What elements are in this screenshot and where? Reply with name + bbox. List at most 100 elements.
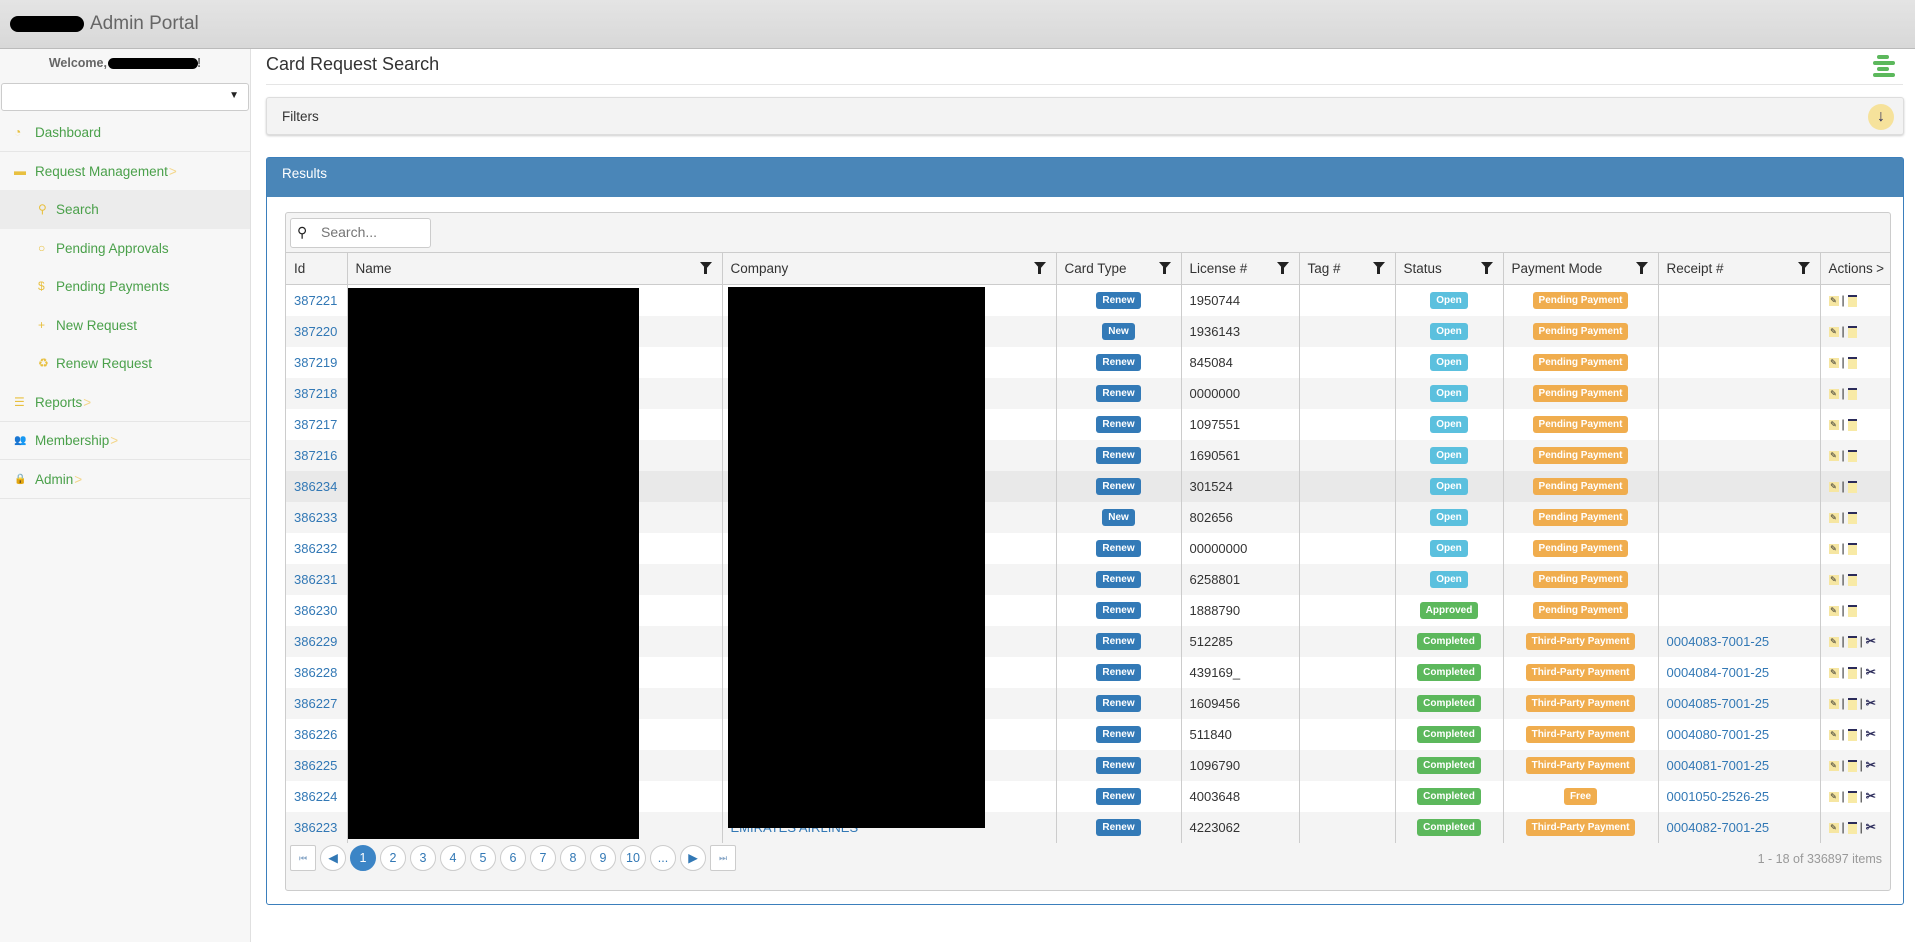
column-header-card-type[interactable]: Card Type [1055,252,1181,285]
sidebar-item-pending-payments[interactable]: $ Pending Payments [0,267,250,306]
edit-icon[interactable]: ✎ [1828,481,1839,492]
filter-icon[interactable] [1480,262,1493,274]
receipt-link[interactable]: 0004082-7001-25 [1666,819,1770,835]
cancel-card-icon[interactable]: ✂ [1865,789,1876,803]
sidebar-item-search[interactable]: ⚲ Search [0,190,250,229]
receipt-link[interactable]: 0001050-2526-25 [1666,788,1770,804]
pager-next-button[interactable]: ▶ [680,845,706,871]
edit-icon[interactable]: ✎ [1828,419,1839,430]
column-header-payment-mode[interactable]: Payment Mode [1502,252,1658,285]
request-id-link[interactable]: 387218 [294,385,338,401]
pager-page-10[interactable]: 10 [620,845,646,871]
delete-icon[interactable] [1847,542,1857,555]
sidebar-item-pending-approvals[interactable]: ○ Pending Approvals [0,229,250,268]
receipt-link[interactable]: 0004080-7001-25 [1666,726,1770,742]
pager-page-2[interactable]: 2 [380,845,406,871]
pager-page-8[interactable]: 8 [560,845,586,871]
pager-page-9[interactable]: 9 [590,845,616,871]
delete-icon[interactable] [1847,604,1857,617]
sidebar-select[interactable]: ▼ [1,83,249,111]
delete-icon[interactable] [1847,821,1857,834]
request-id-link[interactable]: 386227 [294,695,338,711]
request-id-link[interactable]: 387217 [294,416,338,432]
sidebar-item-reports[interactable]: ☰ Reports> [0,383,250,422]
column-header-license[interactable]: License # [1180,252,1299,285]
column-header-tag[interactable]: Tag # [1298,252,1395,285]
sidebar-item-new-request[interactable]: + New Request [0,306,250,345]
sidebar-item-dashboard[interactable]: ◔ Dashboard [0,113,250,152]
request-id-link[interactable]: 387221 [294,292,338,308]
delete-icon[interactable] [1847,697,1857,710]
columns-more-button[interactable]: > [1876,261,1884,276]
sidebar-item-request-management[interactable]: ▬ Request Management> [0,152,250,191]
column-header-name[interactable]: Name [346,252,722,285]
request-id-link[interactable]: 386224 [294,788,338,804]
request-id-link[interactable]: 386229 [294,633,338,649]
grid-search[interactable]: ⚲ [290,218,431,248]
receipt-link[interactable]: 0004083-7001-25 [1666,633,1770,649]
edit-icon[interactable]: ✎ [1828,760,1839,771]
edit-icon[interactable]: ✎ [1828,636,1839,647]
pager-page-6[interactable]: 6 [500,845,526,871]
receipt-link[interactable]: 0004081-7001-25 [1666,757,1770,773]
edit-icon[interactable]: ✎ [1828,543,1839,554]
column-header-id[interactable]: Id [286,252,347,285]
edit-icon[interactable]: ✎ [1828,357,1839,368]
column-header-receipt[interactable]: Receipt # [1657,252,1820,285]
request-id-link[interactable]: 387220 [294,323,338,339]
edit-icon[interactable]: ✎ [1828,326,1839,337]
request-id-link[interactable]: 387216 [294,447,338,463]
pager-page-3[interactable]: 3 [410,845,436,871]
edit-icon[interactable]: ✎ [1828,729,1839,740]
menu-icon[interactable] [1871,55,1897,77]
edit-icon[interactable]: ✎ [1828,605,1839,616]
column-header-status[interactable]: Status [1394,252,1503,285]
delete-icon[interactable] [1847,511,1857,524]
edit-icon[interactable]: ✎ [1828,450,1839,461]
edit-icon[interactable]: ✎ [1828,574,1839,585]
pager-page-5[interactable]: 5 [470,845,496,871]
pager-page-4[interactable]: 4 [440,845,466,871]
column-header-company[interactable]: Company [721,252,1056,285]
request-id-link[interactable]: 386228 [294,664,338,680]
column-header-actions[interactable]: Actions > [1819,252,1890,285]
request-id-link[interactable]: 386232 [294,540,338,556]
delete-icon[interactable] [1847,418,1857,431]
edit-icon[interactable]: ✎ [1828,512,1839,523]
delete-icon[interactable] [1847,666,1857,679]
filter-icon[interactable] [699,262,712,274]
delete-icon[interactable] [1847,387,1857,400]
edit-icon[interactable]: ✎ [1828,698,1839,709]
filter-icon[interactable] [1158,262,1171,274]
sidebar-item-membership[interactable]: 👥 Membership> [0,421,250,460]
edit-icon[interactable]: ✎ [1828,667,1839,678]
delete-icon[interactable] [1847,325,1857,338]
cancel-card-icon[interactable]: ✂ [1865,820,1876,834]
cancel-card-icon[interactable]: ✂ [1865,665,1876,679]
receipt-link[interactable]: 0004084-7001-25 [1666,664,1770,680]
cancel-card-icon[interactable]: ✂ [1865,727,1876,741]
delete-icon[interactable] [1847,356,1857,369]
cancel-card-icon[interactable]: ✂ [1865,634,1876,648]
request-id-link[interactable]: 386231 [294,571,338,587]
request-id-link[interactable]: 386233 [294,509,338,525]
filter-icon[interactable] [1635,262,1648,274]
sidebar-item-admin[interactable]: 🔒 Admin> [0,460,250,499]
pager-first-button[interactable]: ⏮ [290,845,316,871]
pager-page-1[interactable]: 1 [350,845,376,871]
request-id-link[interactable]: 386225 [294,757,338,773]
edit-icon[interactable]: ✎ [1828,388,1839,399]
cancel-card-icon[interactable]: ✂ [1865,696,1876,710]
delete-icon[interactable] [1847,728,1857,741]
delete-icon[interactable] [1847,790,1857,803]
request-id-link[interactable]: 386223 [294,819,338,835]
pager-page-7[interactable]: 7 [530,845,556,871]
delete-icon[interactable] [1847,759,1857,772]
edit-icon[interactable]: ✎ [1828,822,1839,833]
sidebar-item-renew-request[interactable]: ♻ Renew Request [0,344,250,383]
request-id-link[interactable]: 386230 [294,602,338,618]
request-id-link[interactable]: 386234 [294,478,338,494]
edit-icon[interactable]: ✎ [1828,791,1839,802]
delete-icon[interactable] [1847,573,1857,586]
filter-icon[interactable] [1372,262,1385,274]
